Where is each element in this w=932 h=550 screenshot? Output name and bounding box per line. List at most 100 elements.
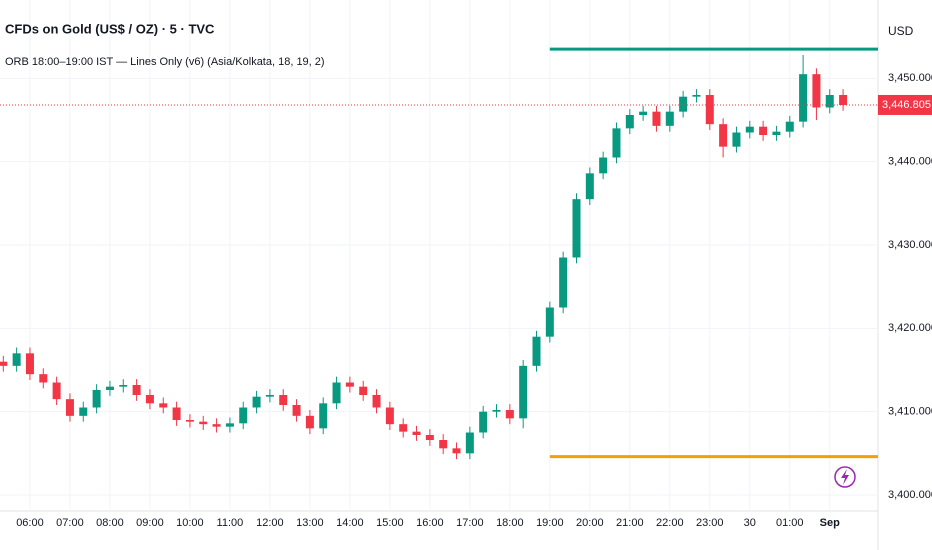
marks <box>0 47 878 460</box>
candle-body <box>65 399 74 416</box>
candle-body <box>439 440 448 449</box>
candle-body <box>399 424 408 432</box>
x-tick-label: 19:00 <box>536 517 564 529</box>
labels: 3,400.000 3,410.000 3,420.000 3,430.000 3,44… <box>16 72 932 529</box>
x-tick-label: 12:00 <box>256 517 284 529</box>
candle-body <box>839 95 848 105</box>
x-tick-label: 11:00 <box>217 517 244 529</box>
candle-body <box>465 432 474 454</box>
candle-body <box>639 111 648 115</box>
candle-body <box>319 403 328 429</box>
candle-body <box>705 95 714 125</box>
candle-body <box>492 410 501 412</box>
candle-body <box>412 431 421 435</box>
candle-body <box>572 199 581 258</box>
x-tick-label: Sep <box>820 517 840 529</box>
candle-body <box>252 396 261 408</box>
candle-body <box>532 336 541 366</box>
candle-body <box>0 361 8 366</box>
candle-body <box>292 405 301 416</box>
candle-body <box>545 307 554 337</box>
y-tick-label: 3,400.000 <box>888 489 932 501</box>
candle-body <box>652 111 661 126</box>
candle-body <box>825 95 834 108</box>
indicator-label: ORB 18:00–19:00 IST — Lines Only (v6) (A… <box>5 56 325 68</box>
x-tick-label: 14:00 <box>336 517 364 529</box>
candle-body <box>199 421 208 425</box>
candle-body <box>359 386 368 395</box>
x-tick-label: 16:00 <box>416 517 444 529</box>
candle-body <box>239 407 248 424</box>
candle-body <box>745 126 754 133</box>
candle-body <box>519 365 528 419</box>
x-tick-label: 30 <box>744 517 756 529</box>
x-tick-label: 17:00 <box>456 517 484 529</box>
x-tick-label: 23:00 <box>696 517 724 529</box>
chart-title: CFDs on Gold (US$ / OZ) · 5 · TVC <box>5 21 215 36</box>
candle-body <box>785 121 794 132</box>
candle-body <box>732 132 741 147</box>
candle-body <box>799 74 808 122</box>
candle-body <box>692 95 701 97</box>
x-tick-label: 06:00 <box>16 517 44 529</box>
candle-body <box>812 74 821 108</box>
candle-body <box>172 407 181 420</box>
x-tick-label: 21:00 <box>616 517 644 529</box>
candle-body <box>159 403 168 408</box>
candle-body <box>279 395 288 405</box>
candle-body <box>479 411 488 433</box>
candle-body <box>119 385 128 387</box>
y-tick-label: 3,440.000 <box>888 156 932 168</box>
candle-body <box>665 111 674 126</box>
candle-body <box>225 423 234 427</box>
x-tick-label: 10:00 <box>176 517 204 529</box>
candle-body <box>559 257 568 308</box>
candle-body <box>305 415 314 429</box>
candle-body <box>265 395 274 397</box>
candle-body <box>772 131 781 135</box>
x-tick-label: 08:00 <box>96 517 124 529</box>
candle-body <box>212 424 221 427</box>
y-tick-label: 3,450.000 <box>888 72 932 84</box>
x-tick-label: 15:00 <box>376 517 404 529</box>
candle-body <box>612 128 621 158</box>
x-tick-label: 20:00 <box>576 517 604 529</box>
candle-body <box>105 386 114 390</box>
candle-body <box>12 353 21 366</box>
candle-body <box>719 124 728 147</box>
candle-body <box>332 382 341 404</box>
candle-body <box>39 374 48 383</box>
candle-body <box>385 407 394 425</box>
candle-body <box>25 353 34 375</box>
x-tick-label: 01:00 <box>776 517 804 529</box>
alert-icon[interactable] <box>834 466 856 488</box>
candle-body <box>452 448 461 454</box>
candle-body <box>132 385 141 395</box>
candle-body <box>585 173 594 200</box>
candle-body <box>52 382 61 400</box>
candle-body <box>425 435 434 440</box>
y-tick-label: 3,430.000 <box>888 239 932 251</box>
candle-body <box>679 96 688 112</box>
candle-body <box>185 420 194 422</box>
axis-unit: USD <box>888 24 914 38</box>
candle-body <box>79 407 88 416</box>
candle-body <box>505 410 514 419</box>
x-tick-label: 13:00 <box>296 517 324 529</box>
last-price-label: 3,446.805 <box>882 99 931 111</box>
y-tick-label: 3,420.000 <box>888 322 932 334</box>
x-tick-label: 22:00 <box>656 517 684 529</box>
candle-body <box>372 395 381 408</box>
candle-body <box>599 157 608 174</box>
x-tick-label: 09:00 <box>136 517 164 529</box>
candle-body <box>92 390 101 408</box>
x-tick-label: 18:00 <box>496 517 524 529</box>
candle-body <box>345 382 354 387</box>
x-tick-label: 07:00 <box>56 517 84 529</box>
candle-body <box>759 126 768 135</box>
candle-body <box>625 115 634 129</box>
candle-body <box>145 395 154 404</box>
y-tick-label: 3,410.000 <box>888 406 932 418</box>
